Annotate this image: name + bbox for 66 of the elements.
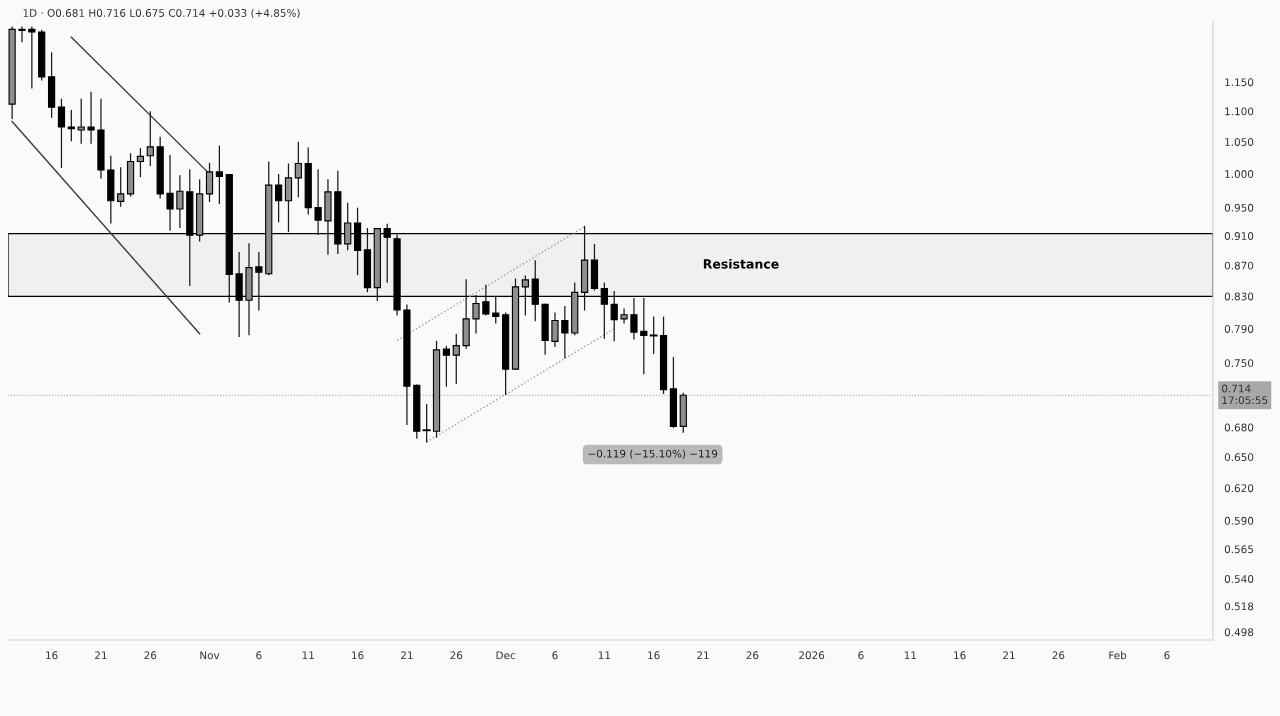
x-tick-label: 26 — [1052, 651, 1065, 660]
x-tick-label: Dec — [496, 651, 516, 660]
y-tick-label: 0.830 — [1224, 292, 1254, 301]
candlestick — [87, 91, 95, 144]
candlestick — [205, 162, 214, 203]
x-tick-label: 16 — [46, 651, 58, 660]
y-tick-label: 0.650 — [1224, 453, 1254, 462]
candlestick — [561, 306, 569, 359]
x-tick-label: 16 — [352, 651, 364, 660]
candlestick — [274, 173, 283, 223]
y-tick-label: 0.540 — [1224, 575, 1254, 583]
candlestick — [18, 26, 26, 43]
y-tick-label: 1.050 — [1225, 138, 1254, 146]
y-tick-label: 0.870 — [1224, 261, 1254, 270]
candlestick — [551, 312, 559, 348]
candlestick — [422, 403, 431, 443]
x-tick-label: 11 — [302, 651, 314, 660]
y-tick-label: 0.790 — [1224, 325, 1254, 333]
candlestick — [166, 155, 174, 231]
y-tick-label: 1.000 — [1225, 170, 1254, 178]
x-tick-label: 21 — [95, 651, 107, 660]
candlestick — [294, 141, 302, 198]
y-tick-label: 0.950 — [1224, 203, 1254, 212]
y-tick-label: 1.100 — [1225, 107, 1254, 116]
candlestick — [442, 345, 451, 387]
candlestick — [620, 308, 628, 324]
x-tick-label: 6 — [256, 651, 262, 660]
x-tick-label: Nov — [200, 651, 220, 660]
y-tick-label: 0.680 — [1224, 423, 1254, 432]
annotation: −0.119 (−15.10%) −119 — [588, 449, 718, 459]
candlestick — [176, 175, 184, 228]
y-tick-label: 0.565 — [1224, 545, 1254, 554]
candlestick — [28, 26, 36, 89]
x-tick-label: 16 — [648, 651, 660, 660]
y-tick-label: 0.518 — [1224, 602, 1254, 611]
y-tick-label: 0.910 — [1224, 232, 1254, 240]
x-tick-label: 16 — [954, 651, 966, 660]
y-tick-label: 0.590 — [1224, 516, 1254, 525]
band-label: Resistance — [703, 258, 779, 269]
candlestick — [77, 98, 85, 144]
x-tick-label: 21 — [1003, 651, 1015, 660]
chart-title: 1D · O0.681 H0.716 L0.675 C0.714 +0.033 (+4.85%) — [23, 8, 300, 19]
x-tick-label: 26 — [450, 651, 463, 660]
x-tick-label: 6 — [858, 651, 864, 660]
x-tick-label: 21 — [697, 651, 709, 660]
y-tick-label: 0.498 — [1224, 628, 1254, 637]
candlestick — [452, 334, 460, 385]
x-tick-label: Feb — [1109, 651, 1127, 660]
candlestick — [117, 167, 125, 207]
y-tick-label: 0.750 — [1224, 359, 1254, 368]
x-tick-label: 2026 — [799, 651, 825, 660]
candlestick — [215, 145, 224, 205]
y-tick-label: 1.150 — [1225, 78, 1254, 87]
x-tick-label: 11 — [904, 651, 916, 660]
x-tick-label: 6 — [552, 651, 558, 660]
x-tick-label: 26 — [144, 651, 157, 660]
candlestick — [146, 111, 154, 167]
candlestick — [67, 110, 75, 142]
x-tick-label: 11 — [598, 651, 610, 660]
x-tick-label: 6 — [1164, 651, 1170, 660]
candlestick — [136, 148, 145, 178]
x-tick-label: 21 — [401, 651, 413, 660]
ref-line-label: 0.714 17:05:55 — [1222, 384, 1268, 405]
x-tick-label: 26 — [746, 651, 759, 660]
candlestick — [57, 98, 66, 168]
y-tick-label: 0.620 — [1224, 484, 1254, 493]
